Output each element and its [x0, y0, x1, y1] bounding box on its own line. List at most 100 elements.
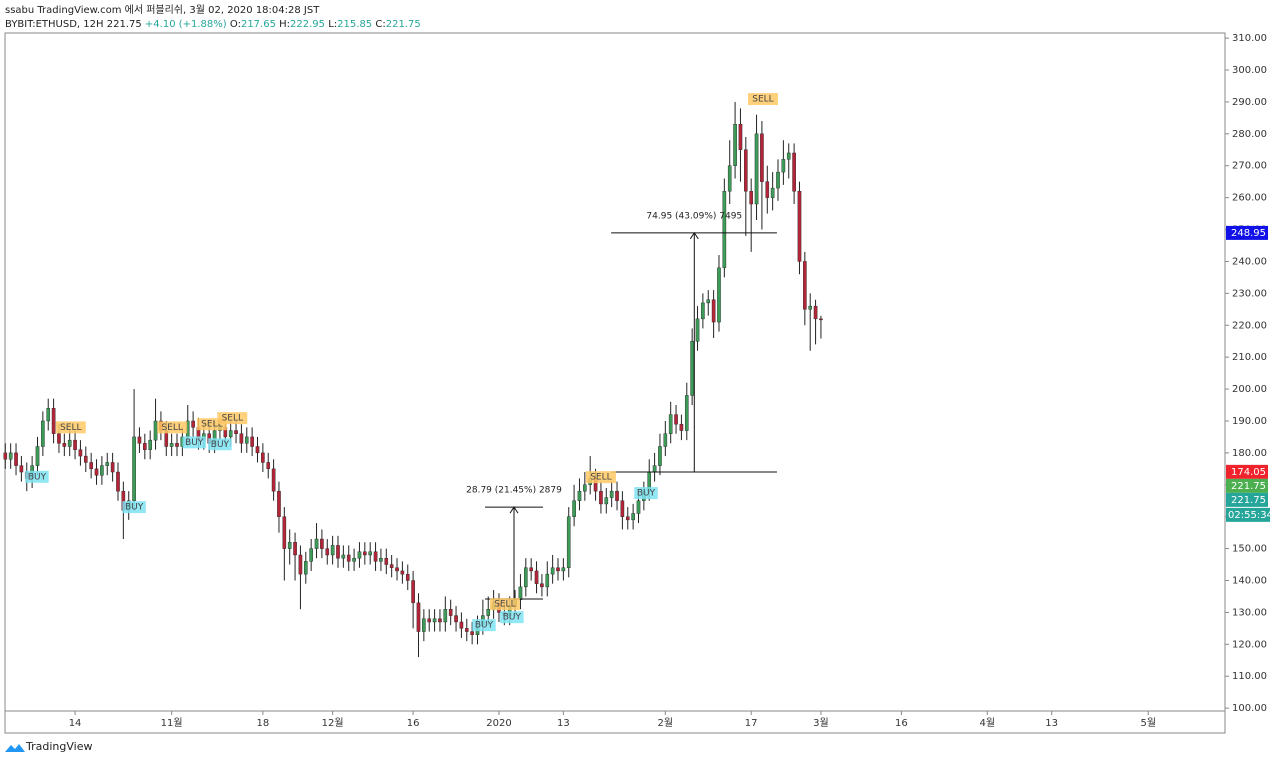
candle-body — [658, 446, 662, 466]
candle-body — [78, 449, 83, 457]
candle-body — [389, 564, 394, 568]
candle-body — [250, 436, 254, 447]
x-tick-label: 17 — [745, 718, 758, 729]
candle-body — [438, 618, 442, 623]
candle-body — [727, 165, 732, 192]
candle-body — [363, 551, 367, 556]
y-tick-label: 270.00 — [1232, 161, 1267, 172]
x-tick-label: 2020 — [486, 718, 511, 729]
candle-body — [234, 430, 238, 434]
candle-body — [631, 513, 635, 521]
candle-body — [470, 631, 474, 635]
candle-body — [738, 124, 743, 150]
candle-body — [781, 159, 786, 173]
o-label: O: — [230, 19, 241, 30]
candle-body — [94, 468, 99, 476]
logo — [5, 744, 25, 752]
price-tag-label: 221.75 — [1231, 495, 1266, 506]
measure-arrowhead — [689, 231, 699, 240]
candle-body — [73, 439, 77, 450]
candle-body — [550, 567, 555, 575]
candle-body — [803, 261, 807, 310]
candle-body — [303, 561, 308, 575]
price-tag — [1226, 478, 1268, 493]
signal-label: BUY — [637, 489, 656, 499]
signal-box — [122, 501, 146, 514]
candle-body — [153, 420, 158, 441]
signal-label: SELL — [222, 414, 243, 424]
candle-body — [379, 557, 383, 562]
candle-body — [583, 484, 587, 492]
candle-body — [706, 299, 711, 304]
y-tick-label: 230.00 — [1232, 288, 1267, 299]
candle-body — [148, 439, 152, 450]
candle-body — [819, 318, 823, 321]
candle-body — [3, 452, 8, 460]
candle-body — [765, 181, 770, 198]
x-tick-label: 5월 — [1140, 717, 1156, 729]
signal-label: BUY — [503, 613, 522, 623]
x-tick-label: 16 — [407, 718, 420, 729]
close: 221.75 — [386, 19, 421, 30]
candle-body — [566, 516, 571, 568]
candle-body — [239, 433, 244, 444]
signal-box — [585, 471, 616, 484]
footer: TradingView — [25, 740, 92, 753]
candle-body — [754, 133, 759, 205]
candle-body — [432, 618, 437, 623]
signal-box — [25, 470, 49, 483]
legend: BYBIT:ETHUSD, 12H 221.75 +4.10 (+1.88%) … — [5, 19, 421, 30]
candle-body — [132, 436, 136, 501]
y-tick-label: 150.00 — [1232, 544, 1267, 555]
candle-body — [572, 500, 576, 517]
countdown: 02:55:34 — [1228, 510, 1273, 521]
signal-box — [472, 619, 496, 632]
price-tag-label: 221.75 — [1231, 481, 1266, 492]
candle-body — [529, 567, 533, 572]
candle-body — [760, 133, 764, 182]
x-tick-label: 12월 — [322, 717, 344, 729]
y-tick-label: 210.00 — [1232, 352, 1267, 363]
candle-body — [620, 500, 625, 517]
price-tag-label: 174.05 — [1231, 467, 1266, 478]
candle-body — [518, 586, 523, 600]
candle-body — [277, 490, 281, 517]
x-tick-label: 11월 — [161, 717, 183, 729]
candle-body — [100, 465, 104, 476]
candle-body — [137, 436, 142, 444]
candle-body — [116, 471, 120, 492]
candle-body — [336, 545, 340, 559]
y-tick-label: 120.00 — [1232, 639, 1267, 650]
y-tick-label: 100.00 — [1232, 703, 1267, 714]
candle-body — [67, 439, 72, 447]
candle-body — [792, 152, 796, 192]
candle-body — [416, 602, 421, 632]
candle-body — [325, 548, 330, 556]
candle-body — [534, 570, 539, 584]
x-tick-label: 13 — [1045, 718, 1058, 729]
candle-body — [309, 548, 313, 562]
candle-body — [609, 490, 614, 498]
candle-body — [266, 462, 271, 470]
candle-body — [808, 305, 813, 310]
low: 215.85 — [337, 19, 372, 30]
c-label: C: — [375, 19, 385, 30]
candle-body — [454, 615, 458, 623]
x-tick-label: 3월 — [813, 717, 829, 729]
candle-body — [83, 455, 88, 463]
candle-body — [191, 420, 195, 428]
candle-body — [14, 452, 18, 466]
candle-body — [405, 573, 410, 581]
candle-body — [341, 554, 346, 559]
candle-body — [244, 436, 249, 444]
signal-label: BUY — [185, 438, 204, 448]
candle-body — [674, 414, 678, 425]
candle-body — [282, 516, 287, 549]
signal-label: SELL — [494, 600, 515, 610]
candle-body — [357, 551, 362, 559]
candle-body — [400, 570, 405, 575]
candle-body — [545, 573, 550, 588]
candle-body — [261, 452, 265, 463]
candle-body — [722, 191, 727, 269]
